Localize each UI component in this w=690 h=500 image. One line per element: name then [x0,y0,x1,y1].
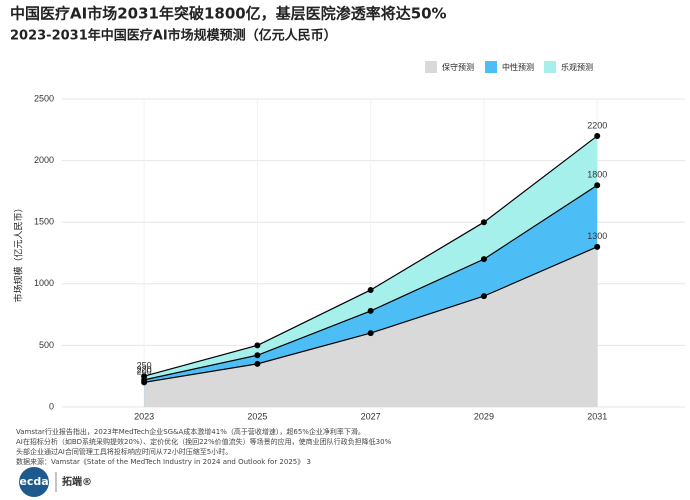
point [480,219,487,226]
y-tick-label: 500 [39,340,54,350]
y-tick-label: 0 [49,401,54,411]
data-label: 1300 [587,231,607,241]
x-tick-label: 2027 [361,411,381,421]
area [144,246,598,407]
logo-brand: 拓端® [62,475,92,488]
y-tick-label: 1000 [34,278,54,288]
legend-swatch [544,61,556,73]
legend-label: 中性预测 [502,62,534,72]
footnote: AI在招标分析（如BD系统采购提效20%）、定价优化（挽回22%价值流失）等场景… [16,437,392,446]
point [254,360,261,367]
point [480,293,487,300]
data-label: 2200 [587,120,607,130]
point [367,330,374,337]
chart-title: 中国医疗AI市场2031年突破1800亿，基层医院渗透率将达50% [10,5,447,23]
point [141,373,148,380]
legend-swatch [425,61,437,73]
x-tick-label: 2029 [474,411,494,421]
point [254,352,261,359]
footnote: 头部企业通过AI合同管理工具将投标响应时间从72小时压缩至5小时。 [16,447,232,456]
point [594,243,601,250]
footnote: 数据来源：Vamstar《State of the MedTech Indust… [16,457,311,466]
legend-swatch [485,61,497,73]
point [254,342,261,349]
legend-label: 乐观预测 [561,62,593,72]
point [594,182,601,189]
x-tick-label: 2025 [247,411,267,421]
data-label: 220 [137,364,152,374]
point [594,132,601,139]
footnote: Vamstar行业报告指出，2023年MedTech企业SG&A成本激增41%（… [16,427,365,436]
y-tick-label: 2000 [34,155,54,165]
logo: tecdat 拓端® [14,467,92,497]
data-label: 250 [137,361,152,371]
y-axis-label: 市场规模（亿元人民币） [13,203,25,302]
data-label: 1800 [587,170,607,180]
data-label: 200 [137,367,152,377]
logo-badge [19,467,49,497]
chart-subtitle: 2023-2031年中国医疗AI市场规模预测（亿元人民币） [10,28,337,44]
x-tick-label: 2031 [587,411,607,421]
x-tick-label: 2023 [134,411,154,421]
point [480,256,487,263]
legend-label: 保守预测 [442,62,474,72]
point [367,307,374,314]
y-tick-label: 1500 [34,217,54,227]
point [367,286,374,293]
y-tick-label: 2500 [34,93,54,103]
logo-text: tecdat [14,475,54,488]
